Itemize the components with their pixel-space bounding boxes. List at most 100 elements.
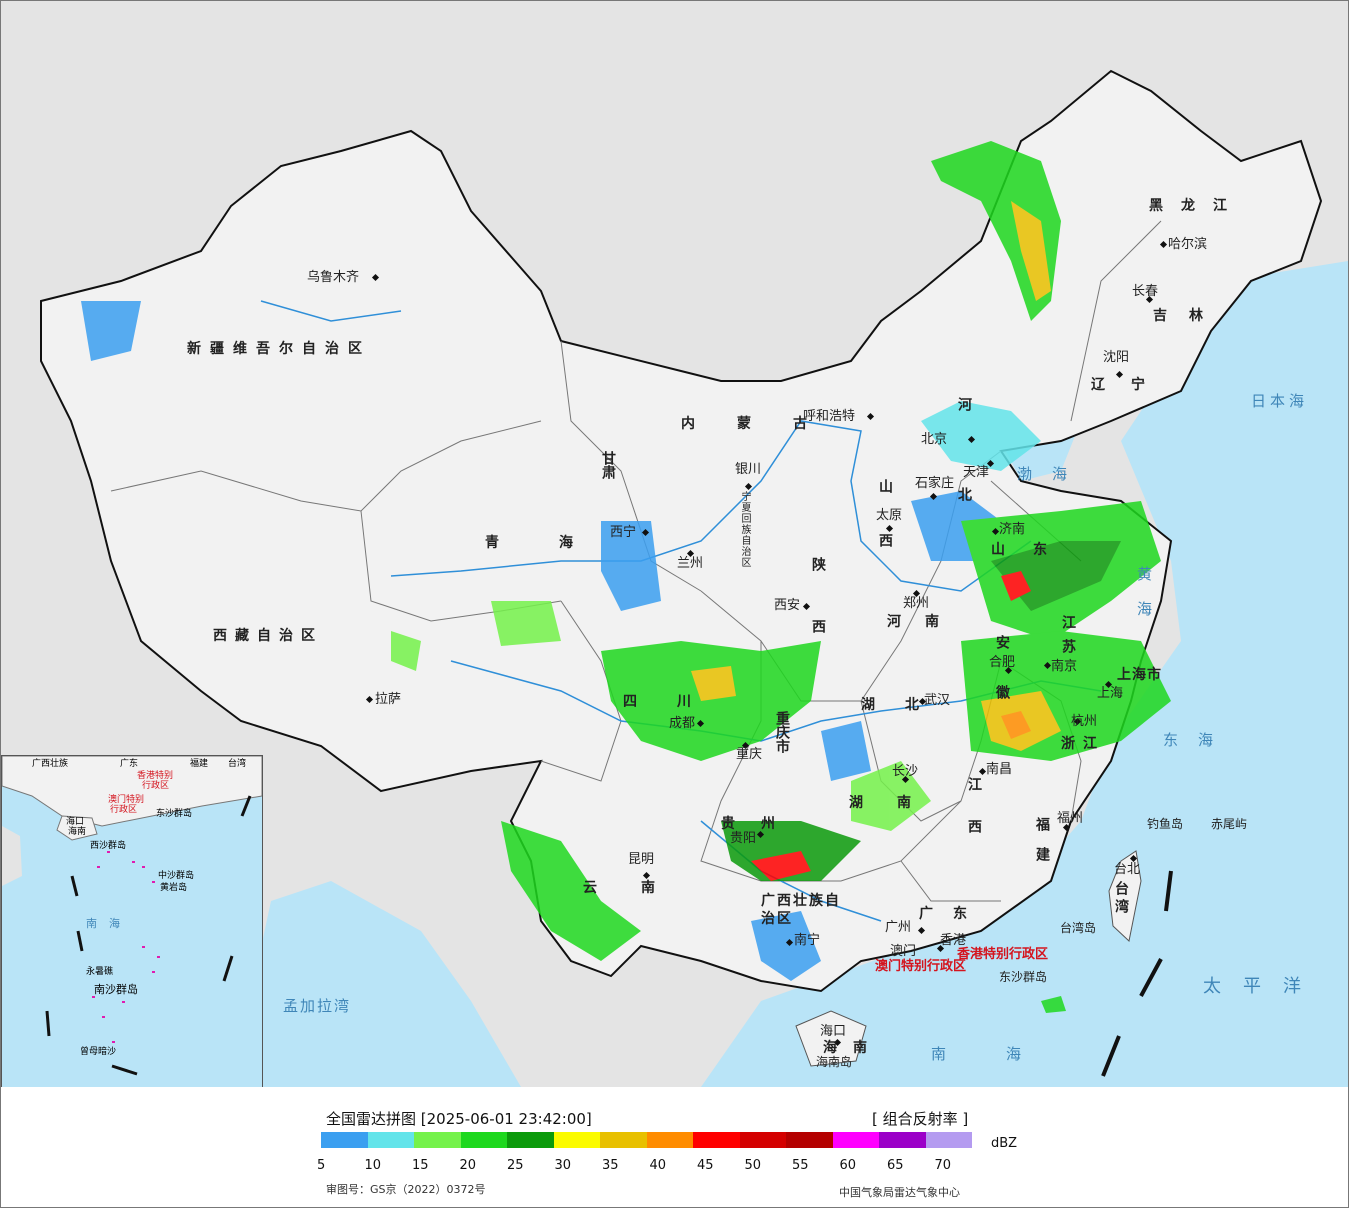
inset-label: 广西壮族 bbox=[32, 759, 69, 769]
city-shijiazhuang: 石家庄 bbox=[915, 476, 955, 491]
island-diaoyu: 钓鱼岛 bbox=[1147, 817, 1184, 831]
province-shandong: 山东 bbox=[991, 542, 1075, 558]
city-xian: 西安 bbox=[774, 598, 801, 613]
colorbar-tick-label: 20 bbox=[459, 1158, 477, 1173]
province-jilin: 吉林 bbox=[1153, 308, 1225, 324]
inset-label: 海南 bbox=[68, 827, 87, 837]
colorbar-swatch bbox=[553, 1132, 600, 1148]
sea-east-china: 东海 bbox=[1163, 731, 1234, 749]
colorbar-tick-label: 40 bbox=[649, 1158, 667, 1173]
city-yinchuan: 银川 bbox=[735, 462, 762, 477]
city-chongqing: 重庆 bbox=[736, 747, 763, 762]
colorbar-swatch bbox=[646, 1132, 693, 1148]
province-shaanxi: 陕西 bbox=[810, 557, 826, 681]
ocean-pacific: 太平洋 bbox=[1203, 976, 1323, 997]
inset-label: 广东 bbox=[120, 759, 139, 769]
province-yunnan: 云南 bbox=[583, 880, 699, 896]
sea-bay-of-bengal: 孟加拉湾 bbox=[283, 997, 352, 1015]
city-changsha: 长沙 bbox=[892, 764, 919, 779]
legend-panel: 全国雷达拼图 [2025-06-01 23:42:00] [ 组合反射率 ] d… bbox=[1, 1088, 1348, 1207]
province-neimenggu: 内蒙古 bbox=[681, 416, 849, 432]
city-tianjin: 天津 bbox=[963, 465, 990, 480]
map-canvas bbox=[40, 69, 1348, 1087]
colorbar-swatch bbox=[832, 1132, 879, 1148]
inset-label: 南沙群岛 bbox=[94, 983, 138, 996]
province-xizang: 西藏自治区 bbox=[213, 628, 323, 644]
colorbar-unit: dBZ bbox=[991, 1136, 1018, 1151]
city-chengdu: 成都 bbox=[669, 716, 696, 731]
radar-map[interactable]: 乌鲁木齐 拉萨 西宁 兰州 银川 呼和浩特 北京 天津 石家庄 太原 济南 郑州… bbox=[1, 1, 1348, 1087]
province-hubei: 湖北 bbox=[861, 697, 949, 713]
province-guizhou: 贵州 bbox=[721, 816, 801, 832]
city-hangzhou: 杭州 bbox=[1071, 714, 1098, 729]
south-china-sea-inset[interactable]: 广西壮族 广东 福建 台湾 香港特别 行政区 澳门特别 行政区 东沙群岛 海口 … bbox=[1, 755, 263, 1087]
inset-label: 行政区 bbox=[142, 781, 170, 791]
inset-sea-label: 南海 bbox=[86, 917, 132, 930]
sea-yellow: 黄海 bbox=[1135, 566, 1153, 636]
island-taiwan: 台湾岛 bbox=[1060, 921, 1097, 935]
city-macau: 澳门 bbox=[890, 944, 917, 959]
province-guangdong: 广东 bbox=[919, 906, 987, 922]
city-lhasa: 拉萨 bbox=[375, 692, 402, 707]
colorbar-tick-label: 70 bbox=[934, 1158, 952, 1173]
province-sichuan: 四川 bbox=[623, 694, 731, 710]
colorbar-swatch bbox=[600, 1132, 647, 1148]
inset-label: 香港特别 bbox=[137, 771, 174, 781]
city-nanning: 南宁 bbox=[794, 933, 821, 948]
province-chongqing: 重庆市 bbox=[774, 711, 790, 753]
inset-canvas bbox=[2, 756, 262, 1076]
city-harbin: 哈尔滨 bbox=[1168, 237, 1208, 252]
city-nanchang: 南昌 bbox=[986, 762, 1013, 777]
province-hainan: 海南 bbox=[823, 1040, 883, 1056]
colorbar-tick-label: 30 bbox=[554, 1158, 572, 1173]
sea-japan: 日本海 bbox=[1251, 392, 1309, 410]
city-taipei: 台北 bbox=[1114, 862, 1141, 877]
inset-label: 福建 bbox=[190, 759, 209, 769]
city-lanzhou: 兰州 bbox=[677, 556, 704, 571]
city-hefei: 合肥 bbox=[989, 655, 1016, 670]
colorbar-tick-label: 45 bbox=[697, 1158, 714, 1173]
colorbar-swatch bbox=[786, 1132, 833, 1148]
colorbar-tick-label: 60 bbox=[839, 1158, 857, 1173]
colorbar-swatch bbox=[693, 1132, 740, 1148]
data-credit: 中国气象局雷达气象中心 bbox=[839, 1186, 960, 1199]
inset-label: 台湾 bbox=[228, 759, 247, 769]
province-hunan: 湖南 bbox=[849, 795, 945, 811]
colorbar-swatch bbox=[739, 1132, 786, 1148]
colorbar-tick-label: 25 bbox=[507, 1158, 524, 1173]
region-macau-sar: 澳门特别行政区 bbox=[875, 959, 967, 974]
colorbar-swatch bbox=[321, 1132, 368, 1148]
province-guangxi: 广西壮族自治区 bbox=[761, 893, 841, 927]
city-xining: 西宁 bbox=[610, 525, 637, 540]
sea-bohai: 渤海 bbox=[1017, 465, 1088, 483]
inset-label: 澳门特别 bbox=[108, 795, 145, 805]
province-xinjiang: 新疆维吾尔自治区 bbox=[187, 341, 371, 357]
province-gansu: 甘肃 bbox=[600, 451, 616, 479]
colorbar-tick-label: 65 bbox=[887, 1158, 904, 1173]
colorbar-swatch bbox=[414, 1132, 461, 1148]
city-shenyang: 沈阳 bbox=[1103, 350, 1130, 365]
sea-south-china: 南海 bbox=[931, 1045, 1082, 1063]
province-jiangsu: 江苏 bbox=[1060, 615, 1076, 663]
city-fuzhou: 福州 bbox=[1057, 811, 1084, 826]
inset-label: 西沙群岛 bbox=[90, 841, 127, 851]
colorbar-tick-label: 15 bbox=[412, 1158, 429, 1173]
city-urumqi: 乌鲁木齐 bbox=[307, 270, 360, 285]
colorbar-tick-label: 10 bbox=[364, 1158, 382, 1173]
province-fujian: 福建 bbox=[1034, 817, 1050, 877]
city-guangzhou: 广州 bbox=[885, 920, 912, 935]
province-taiwan: 台湾 bbox=[1113, 881, 1129, 917]
colorbar-swatch bbox=[507, 1132, 554, 1148]
inset-label: 曾母暗沙 bbox=[80, 1047, 117, 1057]
city-hongkong: 香港 bbox=[940, 933, 967, 948]
province-jiangxi: 江西 bbox=[966, 777, 982, 861]
mosaic-title: 全国雷达拼图 [2025-06-01 23:42:00] bbox=[326, 1110, 592, 1128]
colorbar-tick-label: 5 bbox=[317, 1158, 326, 1173]
city-zhengzhou: 郑州 bbox=[903, 596, 930, 611]
inset-label: 永暑礁 bbox=[86, 967, 114, 977]
province-qinghai: 青海 bbox=[485, 535, 633, 551]
province-heilongjiang: 黑龙江 bbox=[1149, 198, 1245, 214]
city-beijing: 北京 bbox=[921, 432, 948, 447]
province-liaoning: 辽宁 bbox=[1091, 377, 1171, 393]
city-changchun: 长春 bbox=[1132, 284, 1159, 299]
